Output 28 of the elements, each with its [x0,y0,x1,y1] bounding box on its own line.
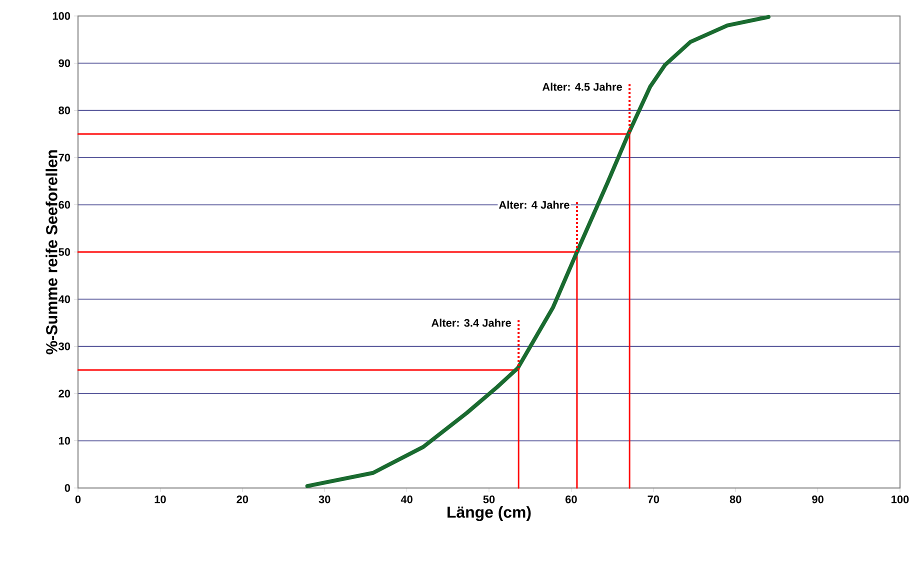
y-tick-label: 70 [58,154,70,162]
y-tick-label: 40 [58,295,70,304]
y-tick-label: 90 [58,59,70,68]
x-tick-label: 40 [400,496,412,504]
y-tick-label: 10 [58,436,70,445]
line-series [305,14,770,488]
annotation: Alter: 4.5 Jahre [542,82,622,91]
x-tick-label: 60 [566,496,577,504]
x-tick-label: 70 [648,496,660,504]
annotation: Alter: 4 Jahre [498,200,570,209]
x-tick-label: 100 [892,496,909,504]
x-tick-label: 20 [236,496,248,504]
x-tick-label: 50 [483,496,495,504]
y-tick-label: 80 [58,106,70,114]
x-axis-title: Länge (cm) [448,506,531,522]
x-tick-label: 90 [812,496,824,504]
y-tick-label: 100 [52,12,70,20]
y-tick-label: 0 [64,484,70,492]
y-tick-label: 30 [58,342,70,350]
x-tick-label: 10 [154,496,166,504]
annotation: Alter: 3.4 Jahre [431,318,512,327]
y-axis-title: %-Summe reife Seeforellen [46,150,58,354]
y-tick-label: 50 [58,248,70,256]
x-tick-label: 30 [318,496,330,504]
x-tick-label: 80 [730,496,742,504]
y-tick-label: 60 [58,200,70,209]
x-tick-label: 0 [75,496,81,504]
y-tick-label: 20 [58,390,70,398]
